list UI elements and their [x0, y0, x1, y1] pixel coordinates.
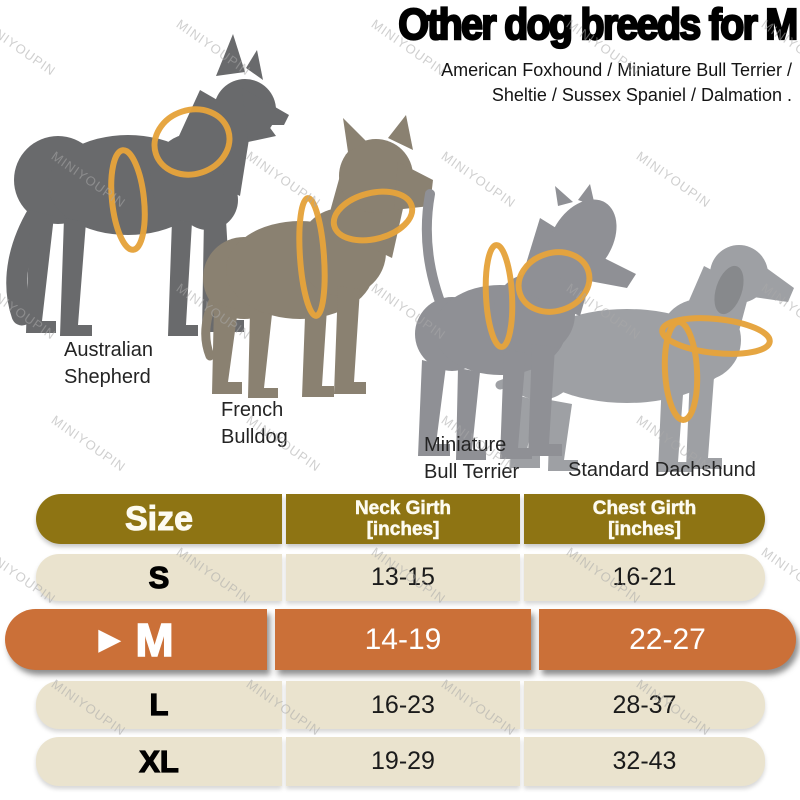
- cell-size: XL: [36, 737, 282, 786]
- size-value: XL: [139, 743, 180, 779]
- cell-chest-girth: 28-37: [524, 681, 765, 729]
- chest-girth-value: 22-27: [629, 622, 706, 656]
- neck-girth-ring: [151, 106, 233, 178]
- dog-ear: [246, 50, 263, 80]
- selected-size-arrow-icon: ▶: [98, 622, 122, 656]
- neck-girth-value: 13-15: [371, 563, 435, 591]
- size-table-header-row: Size Neck Girth [inches] Chest Girth [in…: [36, 494, 765, 544]
- neck-girth-ring: [515, 249, 593, 315]
- dog-label-line: Standard Dachshund: [568, 459, 756, 481]
- girth-rings-overlay: [108, 106, 773, 423]
- cell-size: L: [36, 681, 282, 729]
- dog-muzzle: [242, 88, 289, 142]
- chest-girth-ring: [108, 147, 148, 253]
- chest-girth-value: 28-37: [612, 690, 677, 719]
- dog-ear: [216, 34, 245, 76]
- neck-girth-ring: [659, 315, 773, 357]
- chest-girth-value: 16-21: [612, 563, 677, 591]
- size-value: S: [148, 559, 170, 595]
- cell-neck-girth: 13-15: [286, 554, 520, 601]
- cell-chest-girth: 32-43: [524, 737, 765, 786]
- table-row-size-s: S 13-15 16-21: [36, 554, 765, 601]
- cell-neck-girth: 14-19: [275, 609, 531, 670]
- dog-muzzle: [746, 256, 794, 302]
- table-row-size-m-selected: ▶ M 14-19 22-27: [5, 609, 796, 670]
- size-value: L: [149, 686, 169, 722]
- dog-label-line: Bull Terrier: [424, 461, 520, 483]
- header-label: Chest Girth: [592, 498, 697, 520]
- dog-hind-leg: [418, 360, 450, 456]
- dog-label-standard-dachshund: Standard Dachshund: [568, 457, 756, 484]
- dog-front-leg: [500, 350, 532, 459]
- header-cell-neck-girth: Neck Girth [inches]: [286, 494, 520, 544]
- neck-girth-value: 14-19: [364, 622, 442, 656]
- cell-neck-girth: 16-23: [286, 681, 520, 729]
- dog-label-miniature-bull-terrier: Miniature Bull Terrier: [424, 432, 519, 486]
- dog-label-line: Bulldog: [221, 426, 288, 448]
- dog-front-leg: [334, 286, 366, 394]
- dog-ear: [388, 115, 413, 150]
- dog-label-line: Miniature: [424, 434, 507, 456]
- dog-label-line: Shepherd: [64, 366, 151, 388]
- dog-ear: [343, 118, 367, 152]
- dog-hind-leg: [212, 304, 242, 394]
- chest-girth-ring: [482, 242, 516, 350]
- cell-chest-girth: 22-27: [539, 609, 796, 670]
- chest-girth-ring: [661, 319, 701, 423]
- subtitle-line-1: American Foxhound / Miniature Bull Terri…: [441, 60, 792, 80]
- header-cell-chest-girth: Chest Girth [inches]: [524, 494, 765, 544]
- neck-girth-value: 19-29: [371, 747, 435, 775]
- cell-neck-girth: 19-29: [286, 737, 520, 786]
- dog-front-leg: [658, 378, 692, 472]
- table-row-size-l: L 16-23 28-37: [36, 681, 765, 729]
- header-label: Neck Girth: [354, 498, 452, 520]
- dog-chest: [178, 170, 238, 230]
- dog-ear: [555, 186, 573, 206]
- header-label: [inches]: [366, 519, 440, 541]
- dog-front-leg: [168, 220, 198, 336]
- dog-front-leg: [302, 290, 334, 397]
- subtitle-line-2: Sheltie / Sussex Spaniel / Dalmation .: [491, 85, 792, 105]
- subtitle: American Foxhound / Miniature Bull Terri…: [441, 58, 792, 108]
- header-cell-size: Size: [36, 494, 282, 544]
- dog-label-line: French: [221, 399, 284, 421]
- cell-size: ▶ M: [5, 609, 267, 670]
- dog-front-leg: [528, 344, 562, 456]
- dog-hind-leg: [456, 368, 486, 460]
- dog-ear: [578, 184, 595, 206]
- cell-chest-girth: 16-21: [524, 554, 765, 601]
- dog-muzzle: [584, 252, 636, 288]
- dog-hind-leg: [60, 218, 92, 336]
- title-block: Other dog breeds for M: [354, 0, 799, 50]
- header-label: Size: [124, 499, 194, 538]
- neck-girth-value: 16-23: [371, 690, 435, 719]
- chest-girth-value: 32-43: [612, 747, 677, 775]
- page-title: Other dog breeds for M: [397, 0, 799, 50]
- table-row-size-xl: XL 19-29 32-43: [36, 737, 765, 786]
- dog-ear: [714, 265, 744, 315]
- chest-girth-ring: [296, 195, 328, 319]
- size-value: M: [135, 613, 175, 667]
- dog-hind-leg: [248, 310, 278, 398]
- dog-label-french-bulldog: French Bulldog: [221, 397, 288, 451]
- dog-label-line: Australian: [64, 339, 153, 361]
- dog-hind-leg: [26, 210, 56, 333]
- neck-girth-ring: [330, 188, 416, 244]
- header-label: [inches]: [608, 519, 681, 541]
- dog-label-australian-shepherd: Australian Shepherd: [64, 337, 153, 391]
- cell-size: S: [36, 554, 282, 601]
